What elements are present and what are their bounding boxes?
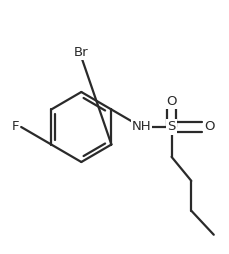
Text: S: S (167, 120, 175, 134)
Text: F: F (11, 120, 19, 134)
Text: O: O (166, 95, 176, 108)
Text: NH: NH (131, 120, 151, 134)
Text: Br: Br (74, 46, 88, 59)
Text: O: O (203, 120, 213, 134)
